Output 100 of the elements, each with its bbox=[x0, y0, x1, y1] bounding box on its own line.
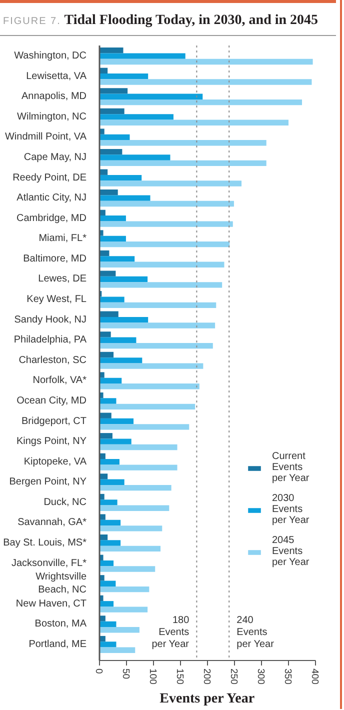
bar bbox=[100, 580, 116, 586]
bar bbox=[100, 262, 224, 268]
bar bbox=[100, 606, 148, 612]
bar bbox=[100, 99, 302, 106]
y-tick-label: Wilmington, NC bbox=[17, 111, 87, 122]
ref-line-label: 180 Events per Year bbox=[152, 615, 190, 650]
y-tick-label: Boston, MA bbox=[34, 618, 87, 630]
x-tick-label: 350 bbox=[282, 668, 293, 684]
bar bbox=[100, 190, 118, 196]
y-tick-label: Jacksonville, FL* bbox=[11, 558, 87, 569]
bar bbox=[100, 484, 172, 491]
y-tick-label: Atlantic City, NJ bbox=[16, 192, 87, 204]
bar bbox=[100, 459, 120, 465]
bar bbox=[100, 378, 122, 384]
y-tick-label: Annapolis, MD bbox=[21, 91, 86, 102]
y-tick-label: Kiptopeke, VA bbox=[24, 456, 87, 468]
bar bbox=[100, 140, 266, 146]
bar bbox=[100, 48, 124, 54]
bar bbox=[100, 358, 142, 364]
bar bbox=[100, 174, 142, 181]
y-tick-label: Bergen Point, NY bbox=[9, 476, 87, 488]
bar bbox=[100, 418, 134, 424]
bar bbox=[100, 621, 116, 628]
y-tick-label: Duck, NC bbox=[44, 496, 87, 508]
y-tick-label: Lewisetta, VA bbox=[26, 70, 87, 82]
ref-line-label: 240 Events per Year bbox=[236, 615, 275, 650]
x-tick-label: 0 bbox=[93, 668, 104, 674]
x-tick-label: 400 bbox=[309, 668, 320, 684]
legend-label: Current Events per Year bbox=[272, 451, 310, 484]
y-tick-label: Portland, ME bbox=[28, 638, 87, 650]
y-tick-label: Bridgeport, CT bbox=[21, 416, 87, 427]
chart-title: Tidal Flooding Today, in 2030, and in 2045 bbox=[64, 13, 318, 28]
bar bbox=[100, 438, 132, 444]
bar bbox=[100, 352, 114, 358]
y-tick-label: Baltimore, MD bbox=[23, 253, 87, 264]
bar bbox=[100, 404, 196, 410]
bar bbox=[100, 546, 161, 552]
bar bbox=[100, 526, 162, 532]
bar bbox=[100, 384, 200, 390]
bar bbox=[100, 627, 140, 633]
bar bbox=[100, 134, 130, 140]
bar bbox=[100, 316, 148, 323]
y-tick-label: Wrightsville Beach, NC bbox=[36, 572, 87, 596]
y-tick-label: Reedy Point, DE bbox=[12, 172, 87, 184]
y-tick-label: Lewes, DE bbox=[38, 274, 87, 285]
bar bbox=[100, 363, 204, 369]
y-tick-label: Sandy Hook, NJ bbox=[14, 314, 87, 326]
bar bbox=[100, 79, 312, 85]
bar bbox=[100, 160, 266, 166]
x-tick-label: 100 bbox=[147, 668, 158, 684]
bar bbox=[100, 53, 186, 59]
bar bbox=[100, 94, 203, 100]
bar bbox=[100, 540, 121, 546]
bar bbox=[100, 200, 234, 207]
bar bbox=[100, 560, 114, 566]
y-tick-label: Philadelphia, PA bbox=[14, 334, 87, 346]
bar bbox=[100, 311, 118, 317]
bar bbox=[100, 148, 122, 155]
bar bbox=[100, 88, 128, 94]
bar bbox=[100, 216, 126, 222]
bar bbox=[100, 114, 174, 120]
y-tick-label: Savannah, GA* bbox=[18, 517, 87, 528]
bar bbox=[100, 180, 242, 186]
bar bbox=[100, 120, 288, 126]
y-tick-label: Key West, FL bbox=[26, 294, 87, 306]
bar bbox=[100, 500, 118, 506]
bar bbox=[100, 302, 216, 308]
bar bbox=[100, 154, 170, 160]
y-tick-label: Cambridge, MD bbox=[16, 212, 87, 224]
bar bbox=[100, 505, 170, 511]
y-tick-label: Ocean City, MD bbox=[16, 395, 87, 406]
bar bbox=[100, 444, 178, 450]
y-tick-label: Washington, DC bbox=[14, 50, 86, 62]
caption: FIGURE 7. bbox=[3, 16, 61, 27]
bar bbox=[100, 412, 112, 418]
bar bbox=[100, 276, 148, 282]
y-tick-label: Cape May, NJ bbox=[24, 152, 87, 164]
bar bbox=[100, 647, 136, 653]
y-tick-label: Miami, FL* bbox=[38, 233, 87, 244]
bar bbox=[100, 601, 114, 607]
y-tick-label: Bay St. Louis, MS* bbox=[3, 538, 87, 549]
bar bbox=[100, 108, 124, 114]
bar bbox=[100, 242, 230, 248]
y-tick-label: Charleston, SC bbox=[18, 354, 87, 366]
bar bbox=[100, 195, 150, 201]
x-axis-title: Events per Year bbox=[160, 691, 255, 706]
x-tick-label: 300 bbox=[255, 668, 266, 684]
bar bbox=[100, 332, 111, 338]
y-tick-label: Kings Point, NY bbox=[16, 436, 87, 448]
bar bbox=[100, 322, 216, 328]
x-tick-label: 50 bbox=[120, 668, 131, 680]
bar bbox=[100, 296, 124, 302]
x-tick-label: 250 bbox=[228, 668, 239, 684]
legend-label: 2030 Events per Year bbox=[272, 493, 310, 526]
bar bbox=[100, 221, 233, 227]
y-tick-label: Windmill Point, VA bbox=[4, 132, 87, 143]
bar bbox=[100, 398, 116, 404]
bar bbox=[100, 74, 148, 80]
y-tick-label: New Haven, CT bbox=[16, 598, 86, 610]
bar bbox=[100, 464, 178, 470]
